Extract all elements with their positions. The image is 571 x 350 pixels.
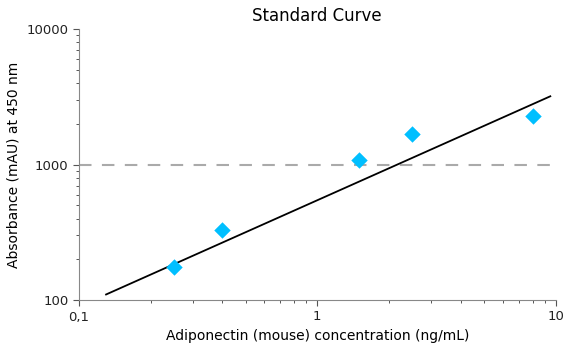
Point <box>408 131 417 137</box>
Point <box>218 227 227 233</box>
X-axis label: Adiponectin (mouse) concentration (ng/mL): Adiponectin (mouse) concentration (ng/mL… <box>166 329 469 343</box>
Point <box>169 264 178 270</box>
Point <box>528 113 537 119</box>
Point <box>355 158 364 163</box>
Y-axis label: Absorbance (mAU) at 450 nm: Absorbance (mAU) at 450 nm <box>7 62 21 268</box>
Title: Standard Curve: Standard Curve <box>252 7 382 25</box>
